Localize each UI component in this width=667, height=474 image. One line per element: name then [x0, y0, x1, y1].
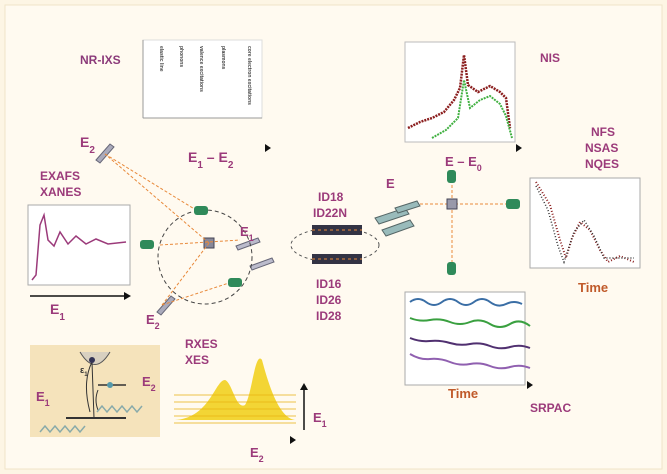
label: ID16	[316, 277, 342, 291]
electron	[89, 357, 95, 363]
nr-ixs-feature: phonons	[178, 46, 184, 67]
label-text: EXAFS	[40, 169, 80, 183]
label-subscript: 1	[59, 312, 65, 323]
label: ID26	[316, 293, 342, 307]
label-text: NQES	[585, 157, 619, 171]
label-text: XES	[185, 353, 209, 367]
label: EXAFS	[40, 169, 80, 183]
detector	[228, 278, 242, 287]
label-text: E	[36, 389, 45, 404]
label-text: RXES	[185, 337, 218, 351]
label-text: E – E	[445, 154, 477, 169]
label-text: E	[50, 301, 59, 317]
label-text: E	[80, 134, 89, 150]
label-text: Time	[448, 386, 478, 401]
diagram: elastic line phonons valence excitations pl…	[0, 0, 667, 474]
label: E	[386, 176, 395, 191]
detector	[194, 206, 208, 215]
label: NFS	[591, 125, 615, 139]
sample	[447, 199, 457, 209]
label-text: ID26	[316, 293, 342, 307]
label: Time	[448, 386, 478, 401]
label: Time	[578, 280, 608, 295]
nr-ixs-feature: valence excitations	[198, 46, 204, 92]
label-subscript: 2	[259, 454, 264, 464]
label-text: XANES	[40, 185, 81, 199]
label-text: SRPAC	[530, 401, 571, 415]
label: XANES	[40, 185, 81, 199]
label-text: E	[250, 445, 259, 460]
label-text: NSAS	[585, 141, 618, 155]
label-text: ID28	[316, 309, 342, 323]
label-text: E	[386, 176, 395, 191]
label-text: Time	[578, 280, 608, 295]
label: NSAS	[585, 141, 618, 155]
detector	[447, 262, 456, 275]
label-subscript: 1	[249, 233, 254, 243]
label-subscript: 0	[477, 163, 482, 173]
label-text: E	[188, 149, 197, 165]
label-subscript: 1	[45, 398, 50, 408]
detector	[140, 240, 154, 249]
label-subscript: 2	[89, 145, 95, 156]
label-text: NFS	[591, 125, 615, 139]
label-text: – E	[203, 149, 228, 165]
detector	[506, 199, 520, 209]
nr-ixs-title: NR-IXS	[80, 53, 121, 67]
label-text: ID18	[318, 190, 344, 204]
label: SRPAC	[530, 401, 571, 415]
label-text: ID16	[316, 277, 342, 291]
label: ID22N	[313, 206, 347, 220]
label: XES	[185, 353, 209, 367]
label: RXES	[185, 337, 218, 351]
label-text: ID22N	[313, 206, 347, 220]
label-text: E	[146, 312, 155, 327]
nr-ixs-feature: core electron excitations	[246, 46, 252, 105]
label: ID18	[318, 190, 344, 204]
label: ID28	[316, 309, 342, 323]
nfs-plot	[530, 178, 640, 268]
nr-ixs-feature: plasmons	[220, 46, 226, 70]
label-text: E	[313, 410, 322, 425]
label-subscript: 2	[228, 160, 234, 171]
label-subscript: 1	[322, 419, 327, 429]
label-text: E	[240, 224, 249, 239]
label-subscript: 2	[155, 321, 160, 331]
label-subscript: 2	[151, 383, 156, 393]
label: NIS	[540, 51, 560, 65]
label-text: E	[142, 374, 151, 389]
electron	[107, 382, 113, 388]
nr-ixs-feature: elastic line	[158, 46, 164, 72]
detector	[447, 170, 456, 183]
label-text: NIS	[540, 51, 560, 65]
label: NQES	[585, 157, 619, 171]
